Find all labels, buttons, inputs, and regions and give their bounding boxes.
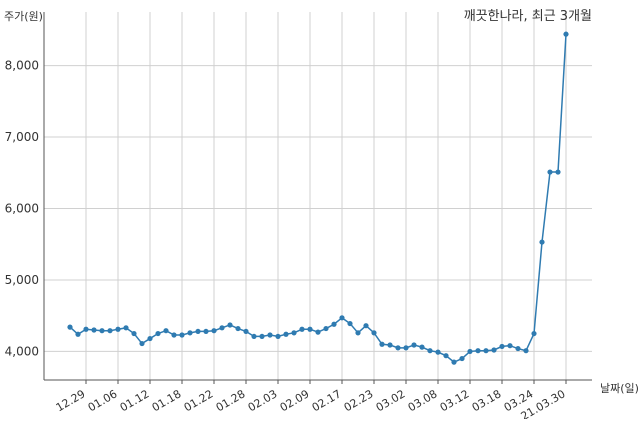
data-point: [275, 333, 281, 340]
data-point: [283, 331, 289, 337]
data-point: [187, 330, 193, 336]
data-point: [467, 348, 473, 355]
x-tick-label: 01.06: [86, 387, 120, 414]
data-point: [387, 342, 393, 348]
data-point: [299, 326, 305, 332]
x-tick-label: 01.12: [118, 387, 152, 414]
y-tick-label: 8,000: [5, 59, 39, 73]
data-point: [227, 322, 233, 328]
data-point: [363, 323, 369, 329]
data-point: [123, 325, 129, 331]
data-point: [147, 335, 153, 342]
x-tick-label: 03.12: [438, 387, 472, 414]
data-point: [523, 348, 529, 354]
y-tick-labels: 4,000 5,000 6,000 7,000 8,000: [5, 59, 39, 359]
data-point: [539, 239, 545, 245]
data-point: [211, 328, 217, 334]
y-tick-label: 5,000: [5, 273, 39, 287]
data-point: [179, 332, 185, 338]
data-point: [427, 348, 433, 354]
data-point: [331, 321, 337, 327]
data-point: [131, 330, 137, 337]
y-tick-label: 7,000: [5, 130, 39, 144]
x-tick-label: 01.28: [214, 387, 248, 414]
data-point: [491, 347, 497, 353]
data-point: [171, 332, 177, 338]
x-tick-label: 12.29: [54, 387, 88, 414]
price-points: [67, 31, 569, 365]
x-tick-label: 02.03: [246, 387, 280, 414]
data-point: [67, 324, 73, 330]
data-point: [411, 342, 417, 348]
data-point: [91, 327, 97, 333]
data-point: [499, 343, 505, 350]
data-point: [107, 328, 113, 334]
data-point: [379, 341, 385, 347]
data-point: [475, 348, 481, 354]
x-tick-label: 01.22: [182, 387, 216, 414]
axes: [43, 12, 592, 381]
price-line: [69, 34, 567, 364]
data-point: [195, 328, 201, 335]
data-point: [451, 359, 457, 365]
data-point: [483, 348, 489, 354]
y-tick-label: 4,000: [5, 344, 39, 358]
data-point: [243, 328, 249, 335]
y-tick-label: 6,000: [5, 202, 39, 216]
price-series: [69, 34, 567, 364]
data-point: [563, 31, 569, 37]
data-point: [99, 328, 105, 334]
x-tick-label: 01.18: [150, 387, 184, 414]
data-point: [259, 333, 265, 340]
x-axis-label: 날짜(일): [600, 381, 639, 395]
x-tick-label: 02.17: [310, 387, 344, 414]
data-point: [419, 344, 425, 350]
data-point: [315, 329, 321, 335]
x-tick-label: 03.18: [470, 387, 504, 414]
data-point: [435, 349, 441, 355]
data-point: [307, 326, 313, 332]
data-point: [443, 353, 449, 359]
data-point: [203, 328, 209, 335]
data-point: [531, 330, 537, 337]
data-point: [459, 355, 465, 362]
data-point: [355, 330, 361, 336]
data-point: [403, 345, 409, 351]
data-point: [235, 325, 241, 332]
x-tick-labels: 12.2901.0601.1201.1801.2201.2802.0302.09…: [54, 387, 568, 423]
data-point: [371, 330, 377, 336]
data-point: [267, 332, 273, 338]
data-point: [323, 325, 329, 332]
data-point: [115, 326, 121, 332]
data-point: [347, 320, 353, 327]
data-point: [163, 328, 169, 334]
data-point: [219, 325, 225, 331]
data-point: [515, 345, 521, 352]
x-tick-label: 02.23: [342, 387, 376, 414]
y-axis-label: 주가(원): [4, 10, 43, 23]
data-point: [291, 330, 297, 336]
data-point: [547, 169, 553, 175]
x-tick-label: 03.08: [406, 387, 440, 414]
data-point: [75, 331, 81, 337]
data-point: [139, 340, 145, 347]
data-point: [555, 169, 561, 175]
data-point: [507, 343, 513, 349]
data-point: [251, 333, 257, 340]
chart-title: 깨끗한나라, 최근 3개월: [464, 9, 592, 24]
data-point: [395, 345, 401, 351]
data-point: [83, 326, 89, 332]
x-tick-label: 03.02: [374, 387, 408, 414]
data-point: [339, 315, 345, 321]
x-tick-label: 02.09: [278, 387, 312, 414]
data-point: [155, 330, 161, 337]
